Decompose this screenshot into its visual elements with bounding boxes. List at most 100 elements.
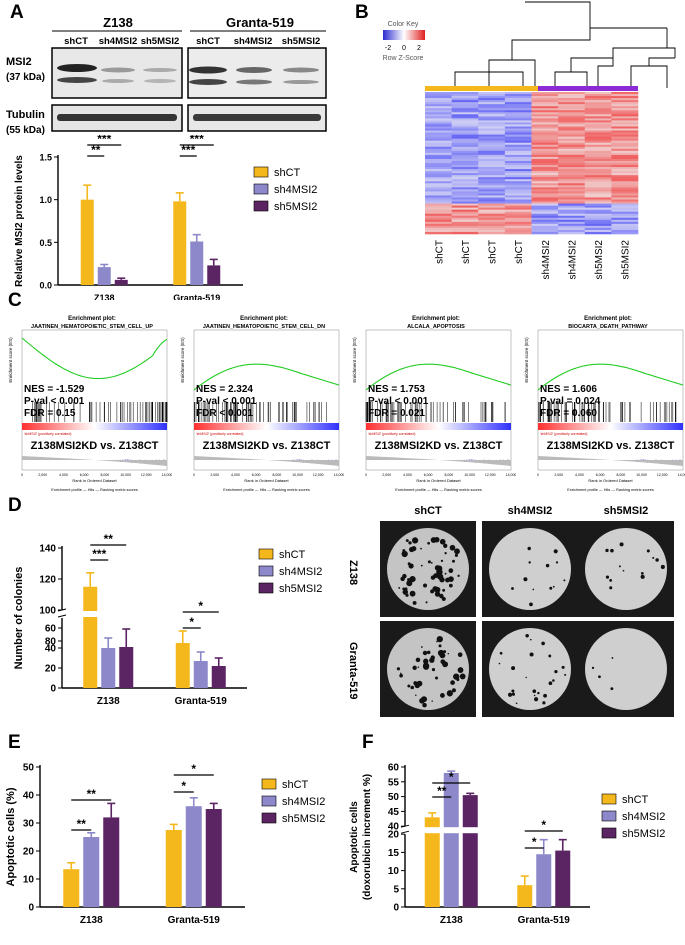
break-mark [57, 608, 67, 612]
heatmap-cell [558, 158, 586, 162]
heatmap-cell [558, 183, 586, 186]
heatmap-cell [558, 191, 586, 194]
heatmap-cell [531, 195, 559, 198]
heatmap-cell [425, 209, 452, 212]
heatmap-cell [504, 130, 532, 133]
heatmap-cell [611, 219, 639, 223]
gsea-xtick: 0 [193, 473, 195, 477]
heatmap-cell [504, 160, 532, 164]
y-tick-label: 1.5 [39, 153, 52, 163]
colony [433, 573, 439, 579]
heatmap-cell [451, 114, 479, 117]
heatmap-cell [451, 154, 479, 158]
wb-msi2-label: MSI2 [6, 56, 32, 68]
colony [618, 565, 621, 568]
chart-e-apoptosis: 0 10 20 30 40 50 Apoptotic cells (%) Z138 Granta… [5, 762, 245, 926]
heatmap-cell [611, 110, 639, 113]
heatmap-cell [478, 106, 506, 109]
colony [420, 646, 423, 648]
heatmap-cell [478, 114, 506, 117]
colony [412, 600, 417, 605]
heatmap-cell [531, 219, 559, 223]
heatmap-cell [425, 197, 452, 200]
heatmap-cell [531, 187, 559, 190]
colony [610, 687, 614, 691]
heatmap-cell [611, 217, 639, 221]
colony [423, 583, 428, 588]
heatmap-cell [584, 118, 612, 121]
bar-sh4MSI2-Z138 [83, 837, 100, 907]
gsea-legend: Enrichment profile — Hits — Ranking metr… [51, 488, 138, 492]
heatmap-cell [531, 120, 559, 123]
y-tick-label: 20 [388, 830, 400, 841]
heatmap-cell [531, 231, 559, 235]
heatmap-cell [478, 195, 506, 198]
heatmap-cell [584, 124, 612, 127]
significance-marker: ** [437, 784, 447, 798]
heatmap-cell [558, 156, 586, 160]
heatmap-cell [531, 148, 559, 152]
panel-label-d: D [8, 495, 22, 516]
y-tick-label: 40 [23, 791, 35, 802]
heatmap-cell [504, 118, 532, 121]
heatmap-cell [478, 211, 506, 215]
heatmap-cell [611, 94, 639, 97]
gsea-rank-bar [194, 423, 339, 430]
colony [454, 553, 458, 557]
colony [660, 564, 665, 570]
heatmap-cell [425, 130, 452, 133]
heatmap-cell [531, 108, 559, 111]
colony [511, 689, 515, 693]
colony [408, 541, 412, 545]
bar-sh5MSI2-Granta-519 [555, 850, 571, 907]
heatmap-cell [584, 140, 612, 144]
heatmap-cell [504, 104, 532, 107]
wb-lane-3: sh5MSI2 [141, 36, 180, 47]
legend-label-sh4MSI2: sh4MSI2 [274, 184, 317, 196]
heatmap-cell [611, 130, 639, 133]
heatmap-cell [531, 185, 559, 188]
key-tick-0: 0 [402, 45, 406, 52]
heatmap-panel: Color Key -2 0 2 Row Z-Score shCT shCT shC… [383, 1, 676, 279]
colony [420, 547, 422, 550]
heatmap-cell [504, 120, 532, 123]
heatmap-cell [451, 171, 479, 174]
heatmap-cell [504, 142, 532, 146]
heatmap-cell [451, 158, 479, 162]
colony [554, 669, 558, 674]
colony [402, 589, 409, 595]
heatmap-cell [584, 225, 612, 229]
heatmap-cell [531, 110, 559, 113]
colony-well [380, 621, 476, 717]
gsea-metric [194, 456, 339, 466]
bar-shCT-Z138 [80, 199, 94, 285]
heatmap-cell [451, 217, 479, 221]
heatmap-cell [611, 197, 639, 200]
heatmap-cell [584, 120, 612, 123]
heatmap-cell [558, 94, 586, 97]
wb-lane-5: sh4MSI2 [234, 36, 273, 47]
heatmap-cell [451, 203, 479, 206]
wb-tubulin-label: Tubulin [6, 109, 45, 121]
colony [434, 536, 440, 543]
heatmap-cell [451, 134, 479, 137]
heatmap-cell [584, 122, 612, 125]
heatmap-cell [611, 163, 639, 166]
heatmap-cell [558, 98, 586, 101]
heatmap-cell [584, 126, 612, 129]
heatmap-cell [531, 193, 559, 196]
legend-swatch-sh4MSI2 [253, 183, 269, 195]
heatmap-cell [451, 213, 479, 217]
heatmap-cell [531, 183, 559, 186]
colony [420, 564, 423, 567]
break-mark [400, 824, 410, 828]
heatmap-cell [584, 167, 612, 170]
heatmap-cell [611, 185, 639, 188]
heatmap-cell [558, 197, 586, 200]
heatmap-cell [584, 203, 612, 206]
heatmap-cell [451, 201, 479, 204]
colony-well [578, 621, 674, 717]
chart-d-colonies: 0 20 40 60 80 100 120 140 Number of colonies Z138… [13, 532, 249, 707]
heatmap-cell [584, 197, 612, 200]
heatmap-cell [425, 120, 452, 123]
